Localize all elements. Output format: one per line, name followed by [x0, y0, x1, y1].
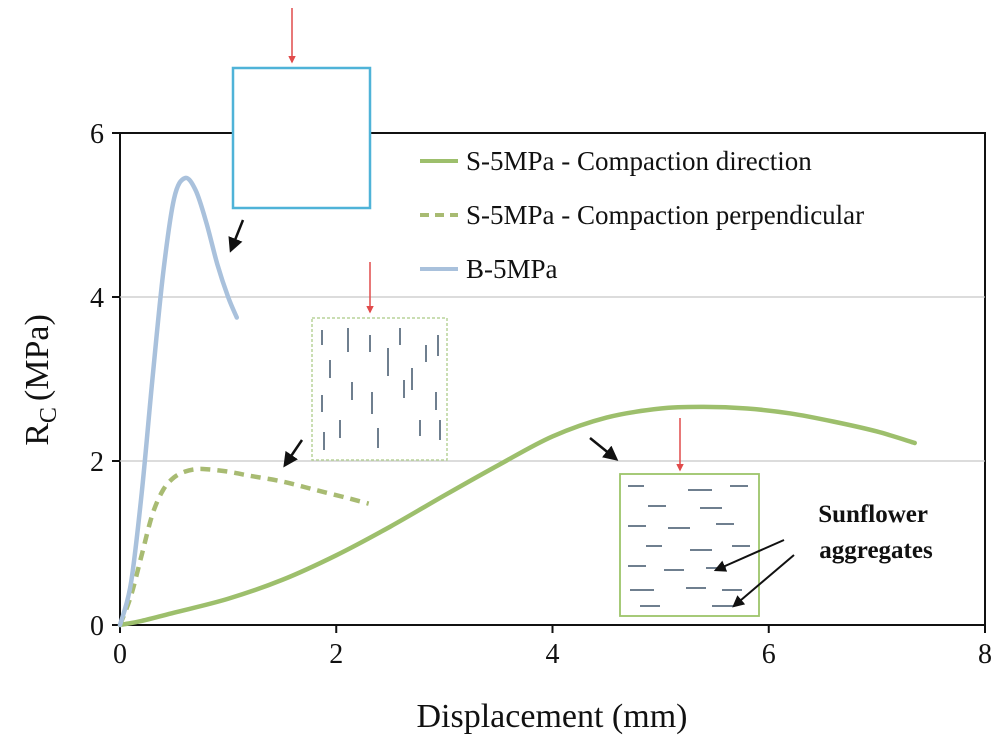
series-line-s-5mpa-compaction-direction [117, 404, 917, 628]
legend-label-compaction-perpendicular: S-5MPa - Compaction perpendicular [466, 200, 864, 230]
specimen-b-schematic [228, 8, 372, 253]
grid [120, 296, 985, 462]
x-axis-title: Displacement (mm) [417, 698, 688, 735]
aggregates-label-line-2: aggregates [819, 537, 933, 564]
y-axis-title-main: R [19, 423, 56, 446]
legend: S-5MPa - Compaction direction S-5MPa - C… [420, 146, 864, 284]
specimen-compaction-schematic [589, 418, 795, 617]
x-tick-label-6: 6 [762, 639, 776, 670]
x-tick-label-2: 2 [329, 639, 343, 670]
y-axis-title: RC (MPa) [19, 314, 62, 446]
axis-ticks: 0 2 4 6 8 0 2 4 6 [90, 119, 992, 670]
series-line-b-5mpa [117, 175, 240, 628]
y-axis-title-unit: (MPa) [19, 314, 56, 401]
y-tick-label-2: 2 [90, 447, 104, 478]
aggregates-label: Sunflower aggregates [818, 501, 934, 564]
legend-label-b-5mpa: B-5MPa [466, 254, 558, 284]
series-layer [117, 175, 917, 628]
legend-label-compaction-direction: S-5MPa - Compaction direction [466, 146, 812, 176]
specimen-perpendicular-schematic [283, 262, 448, 468]
svg-text:RC(MPa): RC (MPa) [19, 314, 62, 446]
x-tick-label-4: 4 [546, 639, 560, 670]
y-axis-title-sub: C [36, 407, 62, 423]
y-tick-label-4: 4 [90, 283, 104, 314]
x-tick-label-8: 8 [978, 639, 992, 670]
series-line-s-5mpa-compaction-perpendicular [117, 466, 370, 626]
x-tick-label-0: 0 [113, 639, 127, 670]
aggregates-label-line-1: Sunflower [818, 501, 928, 528]
plot-area [119, 132, 986, 626]
y-tick-label-6: 6 [90, 119, 104, 150]
y-tick-label-0: 0 [90, 611, 104, 642]
